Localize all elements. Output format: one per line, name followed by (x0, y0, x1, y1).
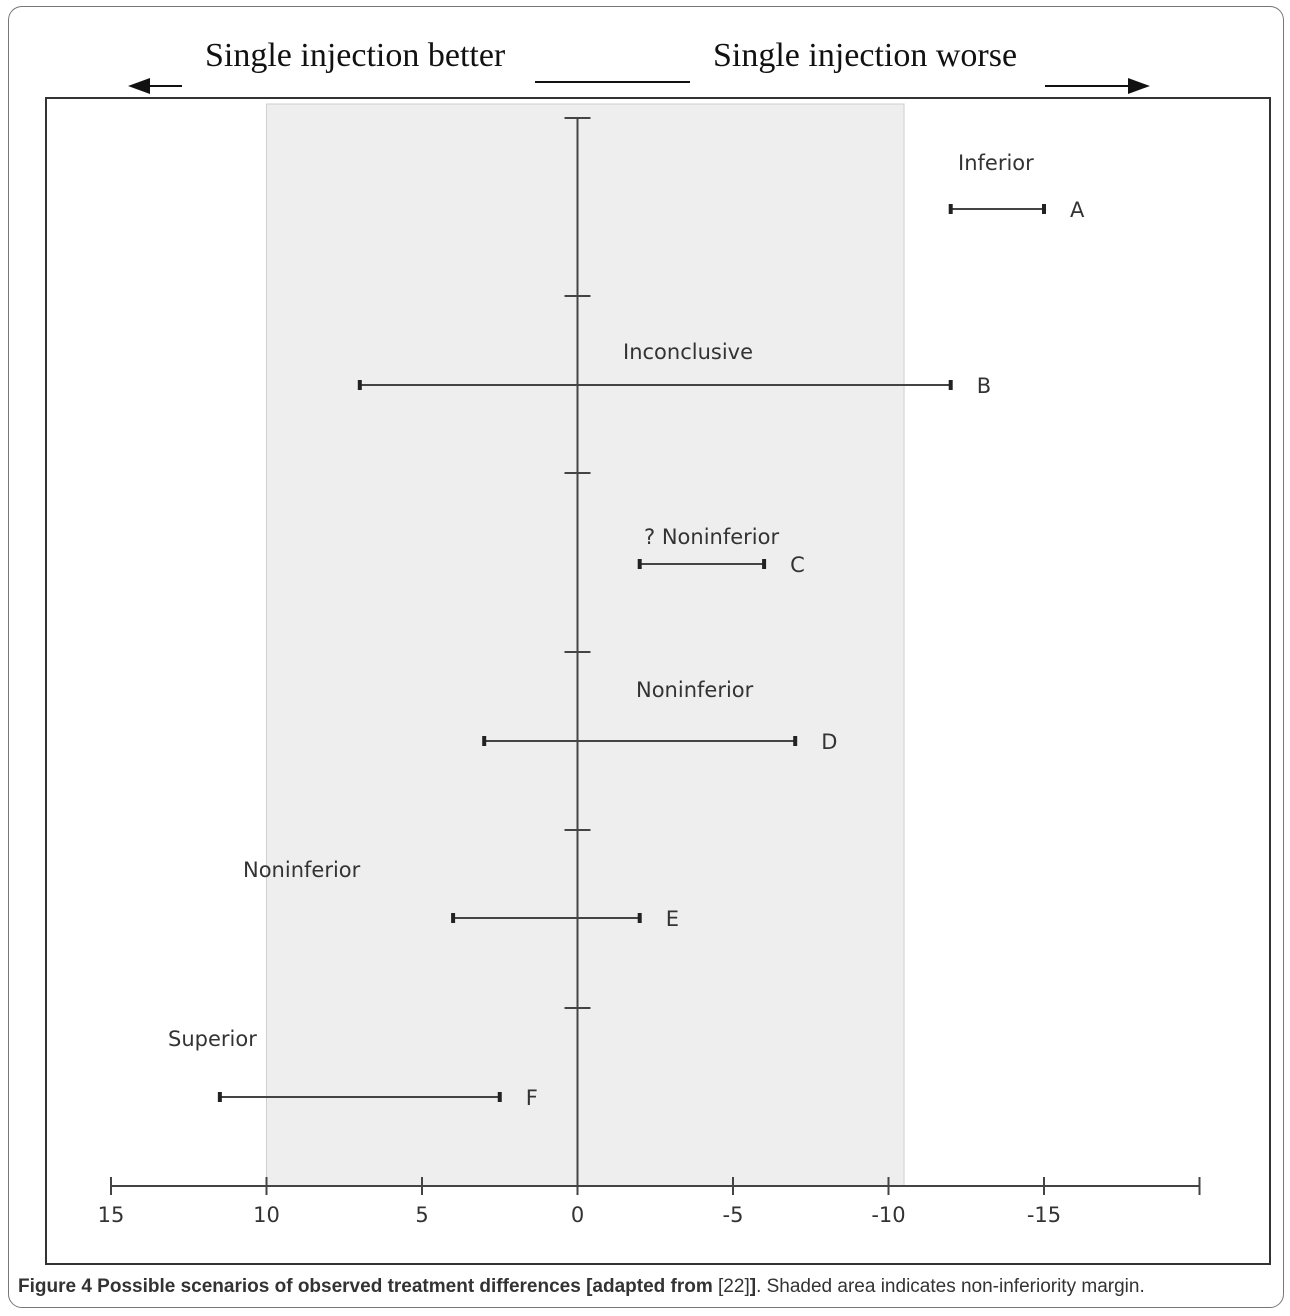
interval-d: D Noninferior (482, 678, 837, 754)
header: Single injection better Single injection… (128, 37, 1150, 94)
forest-plot: Single injection better Single injection… (45, 37, 1271, 1265)
interval-category-label: Noninferior (243, 858, 361, 882)
caption-bold: Figure 4 Possible scenarios of observed … (18, 1276, 719, 1297)
interval-category-label: ? Noninferior (644, 525, 779, 549)
x-tick-label: 15 (98, 1203, 125, 1227)
x-tick-label: -5 (723, 1203, 744, 1227)
interval-letter: A (1070, 198, 1085, 222)
x-tick-label: 5 (415, 1203, 428, 1227)
left-arrow-head (128, 78, 150, 94)
caption-ref: [22] (718, 1276, 750, 1297)
interval-b: B Inconclusive (357, 340, 991, 398)
caption-rest: . Shaded area indicates non-inferiority … (756, 1276, 1145, 1297)
interval-category-label: Superior (168, 1027, 257, 1051)
header-right-label: Single injection worse (713, 37, 1017, 74)
figure-caption: Figure 4 Possible scenarios of observed … (18, 1276, 1278, 1298)
interval-category-label: Inferior (958, 151, 1034, 175)
interval-letter: C (790, 553, 805, 577)
interval-f: F Superior (168, 1027, 538, 1110)
interval-category-label: Inconclusive (623, 340, 753, 364)
interval-letter: D (821, 730, 837, 754)
plot-border (45, 97, 1271, 1265)
interval-letter: E (666, 907, 679, 931)
x-tick-label: -10 (871, 1203, 905, 1227)
x-axis: 15 10 5 0 -5 -10 -15 (98, 1177, 1201, 1227)
x-tick-label: -15 (1027, 1203, 1061, 1227)
interval-e: E Noninferior (243, 858, 679, 931)
interval-category-label: Noninferior (636, 678, 754, 702)
interval-letter: F (526, 1086, 538, 1110)
interval-c: C ? Noninferior (637, 525, 805, 577)
interval-letter: B (977, 374, 991, 398)
x-tick-label: 0 (571, 1203, 584, 1227)
intervals: A Inferior B Inconclusive C ? Noninferior D Non… (168, 151, 1085, 1110)
x-tick-label: 10 (253, 1203, 280, 1227)
right-arrow-head (1128, 78, 1150, 94)
caption-bold-close: ] (749, 1276, 757, 1297)
header-left-label: Single injection better (205, 37, 506, 74)
zero-line (564, 117, 591, 1186)
interval-a: A Inferior (948, 151, 1085, 222)
noninferiority-margin-shade (266, 103, 905, 1187)
